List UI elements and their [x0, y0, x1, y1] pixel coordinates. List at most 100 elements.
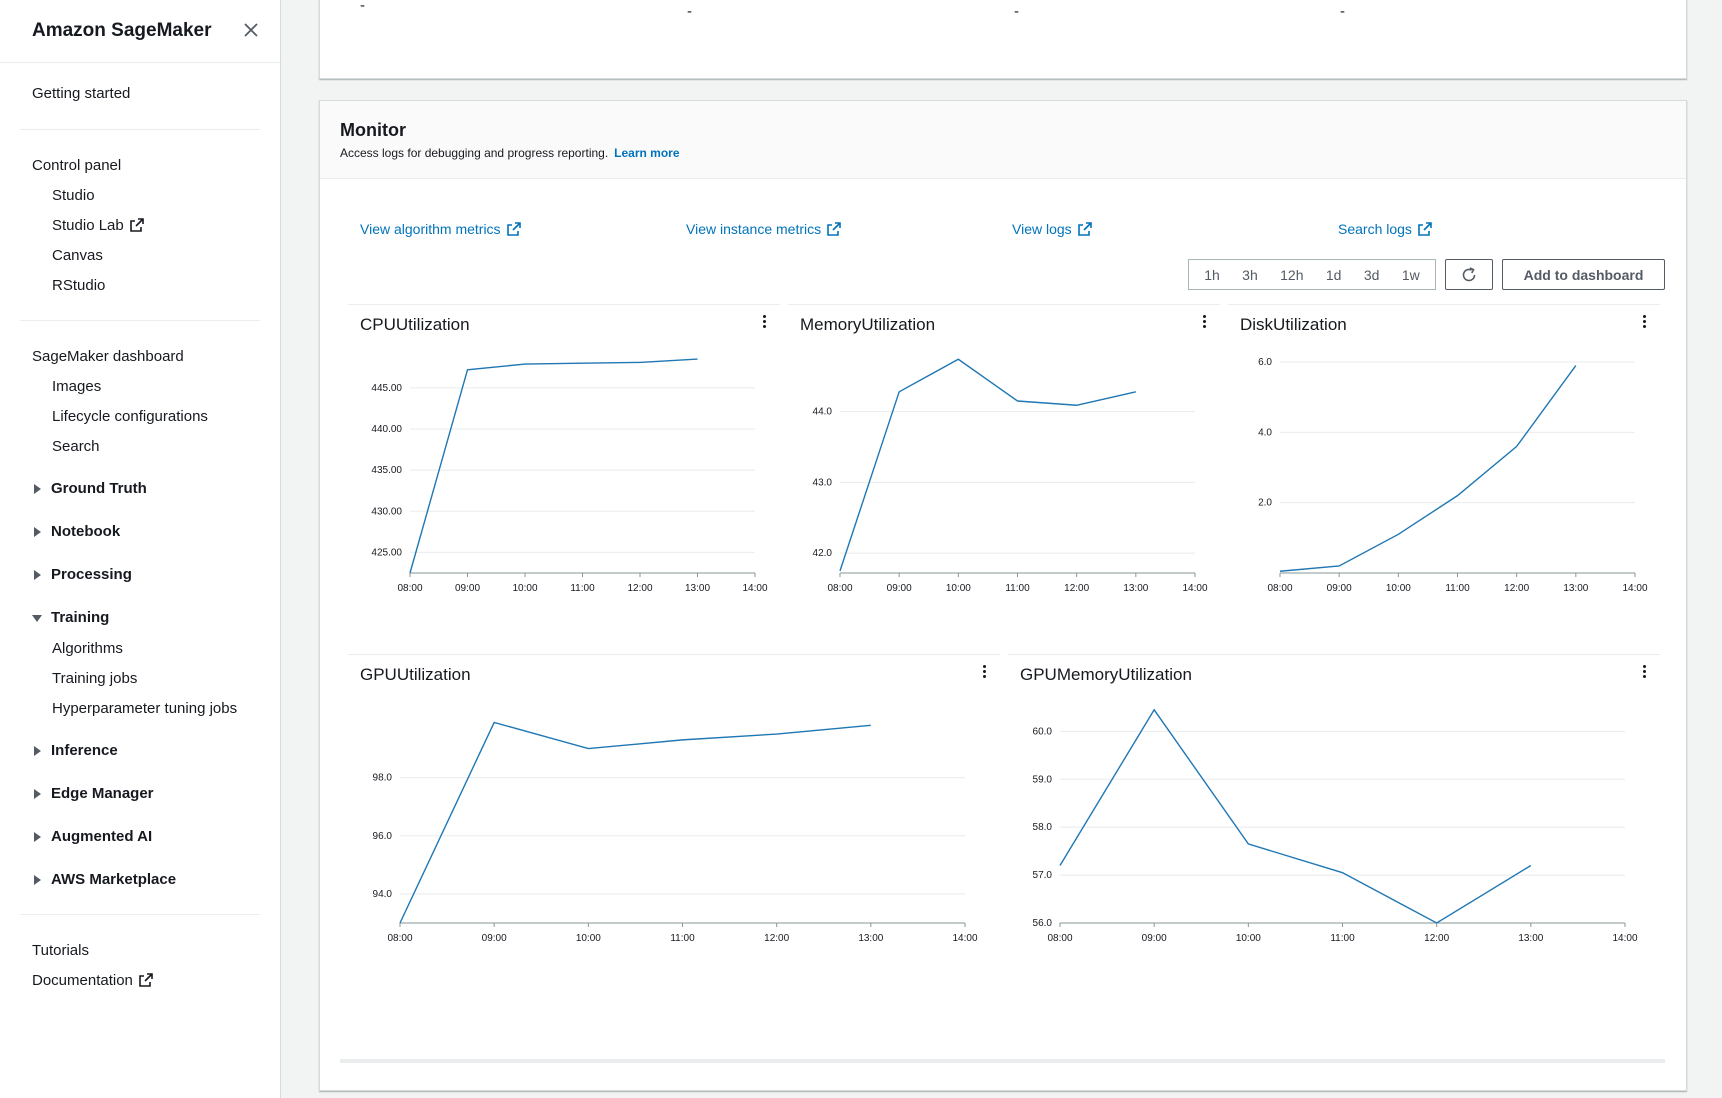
x-tick-label: 13:00: [685, 583, 710, 594]
sidebar-section-training[interactable]: Training: [32, 609, 109, 626]
time-range-1h[interactable]: 1h: [1204, 266, 1220, 283]
time-range-selector: 1h 3h 12h 1d 3d 1w: [1188, 259, 1436, 290]
value-placeholder: -: [360, 0, 365, 14]
x-tick-label: 14:00: [952, 933, 977, 944]
x-tick-label: 14:00: [1612, 933, 1637, 944]
section-label: Inference: [51, 742, 118, 759]
sidebar-section-marketplace[interactable]: AWS Marketplace: [32, 871, 176, 888]
search-logs-link[interactable]: Search logs: [1338, 221, 1432, 237]
x-tick-label: 12:00: [1504, 583, 1529, 594]
y-tick-label: 43.0: [813, 477, 833, 488]
x-tick-label: 09:00: [455, 583, 480, 594]
sidebar-section-inference[interactable]: Inference: [32, 742, 118, 759]
y-tick-label: 56.0: [1033, 918, 1053, 929]
view-algorithm-metrics-link[interactable]: View algorithm metrics: [360, 221, 521, 237]
more-options-icon[interactable]: [1639, 315, 1649, 331]
time-range-1d[interactable]: 1d: [1325, 266, 1342, 283]
y-tick-label: 59.0: [1033, 774, 1053, 785]
sidebar-item-canvas[interactable]: Canvas: [52, 247, 103, 264]
section-label: Training: [51, 609, 110, 626]
sidebar-title: Amazon SageMaker: [32, 20, 212, 41]
x-tick-label: 10:00: [1386, 583, 1411, 594]
x-tick-label: 10:00: [946, 583, 971, 594]
x-tick-label: 12:00: [764, 933, 789, 944]
view-logs-link[interactable]: View logs: [1012, 221, 1092, 237]
sidebar-item-algorithms[interactable]: Algorithms: [52, 640, 123, 657]
more-options-icon[interactable]: [1639, 665, 1649, 681]
y-tick-label: 440.00: [371, 424, 402, 435]
learn-more-link[interactable]: Learn more: [614, 146, 680, 160]
time-range-3h[interactable]: 3h: [1242, 266, 1258, 283]
disk-utilization-chart: 2.0 4.0 6.0 08:00 09:00 10:00 11:00 12:00 13:00 1…: [1258, 357, 1648, 594]
more-options-icon[interactable]: [1199, 315, 1209, 331]
y-tick-label: 98.0: [373, 773, 393, 784]
time-range-12h[interactable]: 12h: [1280, 266, 1304, 283]
x-tick-label: 11:00: [1445, 583, 1470, 594]
link-label: View logs: [1012, 221, 1072, 237]
sidebar-item-tutorials[interactable]: Tutorials: [32, 942, 89, 959]
sidebar-item-rstudio[interactable]: RStudio: [52, 277, 106, 294]
y-tick-label: 57.0: [1033, 870, 1053, 881]
series-line: [1059, 708, 1532, 924]
x-tick-label: 08:00: [1047, 933, 1072, 944]
y-tick-label: 42.0: [813, 548, 833, 559]
time-range-1w[interactable]: 1w: [1401, 266, 1420, 283]
x-tick-label: 13:00: [1123, 583, 1148, 594]
gpu-utilization-chart: 94.0 96.0 98.0 08:00 09:00 10:00 11:00 12:00 13:…: [373, 721, 978, 944]
sidebar-item-studio-lab[interactable]: Studio Lab: [52, 217, 144, 234]
sidebar-item-studio[interactable]: Studio: [52, 187, 95, 204]
sidebar-section-notebook[interactable]: Notebook: [32, 523, 120, 540]
sidebar-item-dashboard[interactable]: SageMaker dashboard: [32, 348, 184, 365]
x-tick-label: 10:00: [512, 583, 537, 594]
sidebar-item-training-jobs[interactable]: Training jobs: [52, 670, 138, 687]
sidebar-item-label: Studio Lab: [52, 217, 124, 234]
view-instance-metrics-link[interactable]: View instance metrics: [686, 221, 841, 237]
y-tick-label: 60.0: [1033, 726, 1053, 737]
memory-utilization-chart: 42.0 43.0 44.0 08:00 09:00 10:00 11:00 12:00 13:…: [813, 358, 1208, 594]
x-tick-label: 08:00: [387, 933, 412, 944]
widget-title: DiskUtilization: [1240, 315, 1347, 334]
sidebar-item-documentation[interactable]: Documentation: [32, 972, 153, 989]
series-line: [1279, 365, 1577, 572]
sidebar-section-processing[interactable]: Processing: [32, 566, 132, 583]
link-label: View instance metrics: [686, 221, 822, 237]
add-to-dashboard-button[interactable]: Add to dashboard: [1502, 259, 1665, 290]
y-tick-label: 94.0: [373, 889, 393, 900]
sidebar-item-control-panel[interactable]: Control panel: [32, 157, 122, 174]
widget-title: MemoryUtilization: [800, 315, 936, 334]
sidebar-item-hpo-jobs[interactable]: Hyperparameter tuning jobs: [52, 700, 238, 717]
x-tick-label: 12:00: [1424, 933, 1449, 944]
sidebar-item-lifecycle[interactable]: Lifecycle configurations: [52, 408, 208, 425]
link-label: View algorithm metrics: [360, 221, 501, 237]
sidebar-item-images[interactable]: Images: [52, 378, 102, 395]
sidebar-section-ground-truth[interactable]: Ground Truth: [32, 480, 147, 497]
external-link-icon: [129, 218, 144, 232]
metric-widget-cpu: CPUUtilization 425.00 430.00 435.00 440.00 4…: [348, 304, 780, 614]
description-text: Access logs for debugging and progress r…: [340, 146, 609, 160]
monitor-description: Access logs for debugging and progress r…: [340, 146, 680, 160]
time-range-3d[interactable]: 3d: [1363, 266, 1380, 283]
caret-right-icon: [34, 789, 41, 799]
sidebar-section-edge-manager[interactable]: Edge Manager: [32, 785, 154, 802]
sidebar-item-search[interactable]: Search: [52, 438, 100, 455]
gpu-memory-utilization-chart: 56.0 57.0 58.0 59.0 60.0 08:00 09:00 10:00 11:00…: [1033, 708, 1638, 944]
y-tick-label: 2.0: [1258, 498, 1272, 509]
sidebar-header: Amazon SageMaker: [0, 0, 280, 63]
sidebar-section-augmented-ai[interactable]: Augmented AI: [32, 828, 152, 845]
x-tick-label: 13:00: [858, 933, 883, 944]
widget-title: GPUUtilization: [360, 665, 471, 684]
caret-down-icon: [32, 615, 42, 622]
close-icon[interactable]: [240, 19, 262, 41]
section-label: Notebook: [51, 523, 121, 540]
divider: [20, 129, 260, 130]
y-tick-label: 58.0: [1033, 822, 1053, 833]
scrollbar-track[interactable]: [340, 1059, 1665, 1063]
y-tick-label: 4.0: [1258, 427, 1272, 438]
more-options-icon[interactable]: [979, 665, 989, 681]
y-tick-label: 44.0: [813, 407, 833, 418]
external-link-icon: [506, 222, 521, 236]
more-options-icon[interactable]: [759, 315, 769, 331]
refresh-button[interactable]: [1445, 259, 1493, 290]
refresh-icon: [1462, 266, 1476, 281]
sidebar-item-getting-started[interactable]: Getting started: [32, 85, 131, 102]
